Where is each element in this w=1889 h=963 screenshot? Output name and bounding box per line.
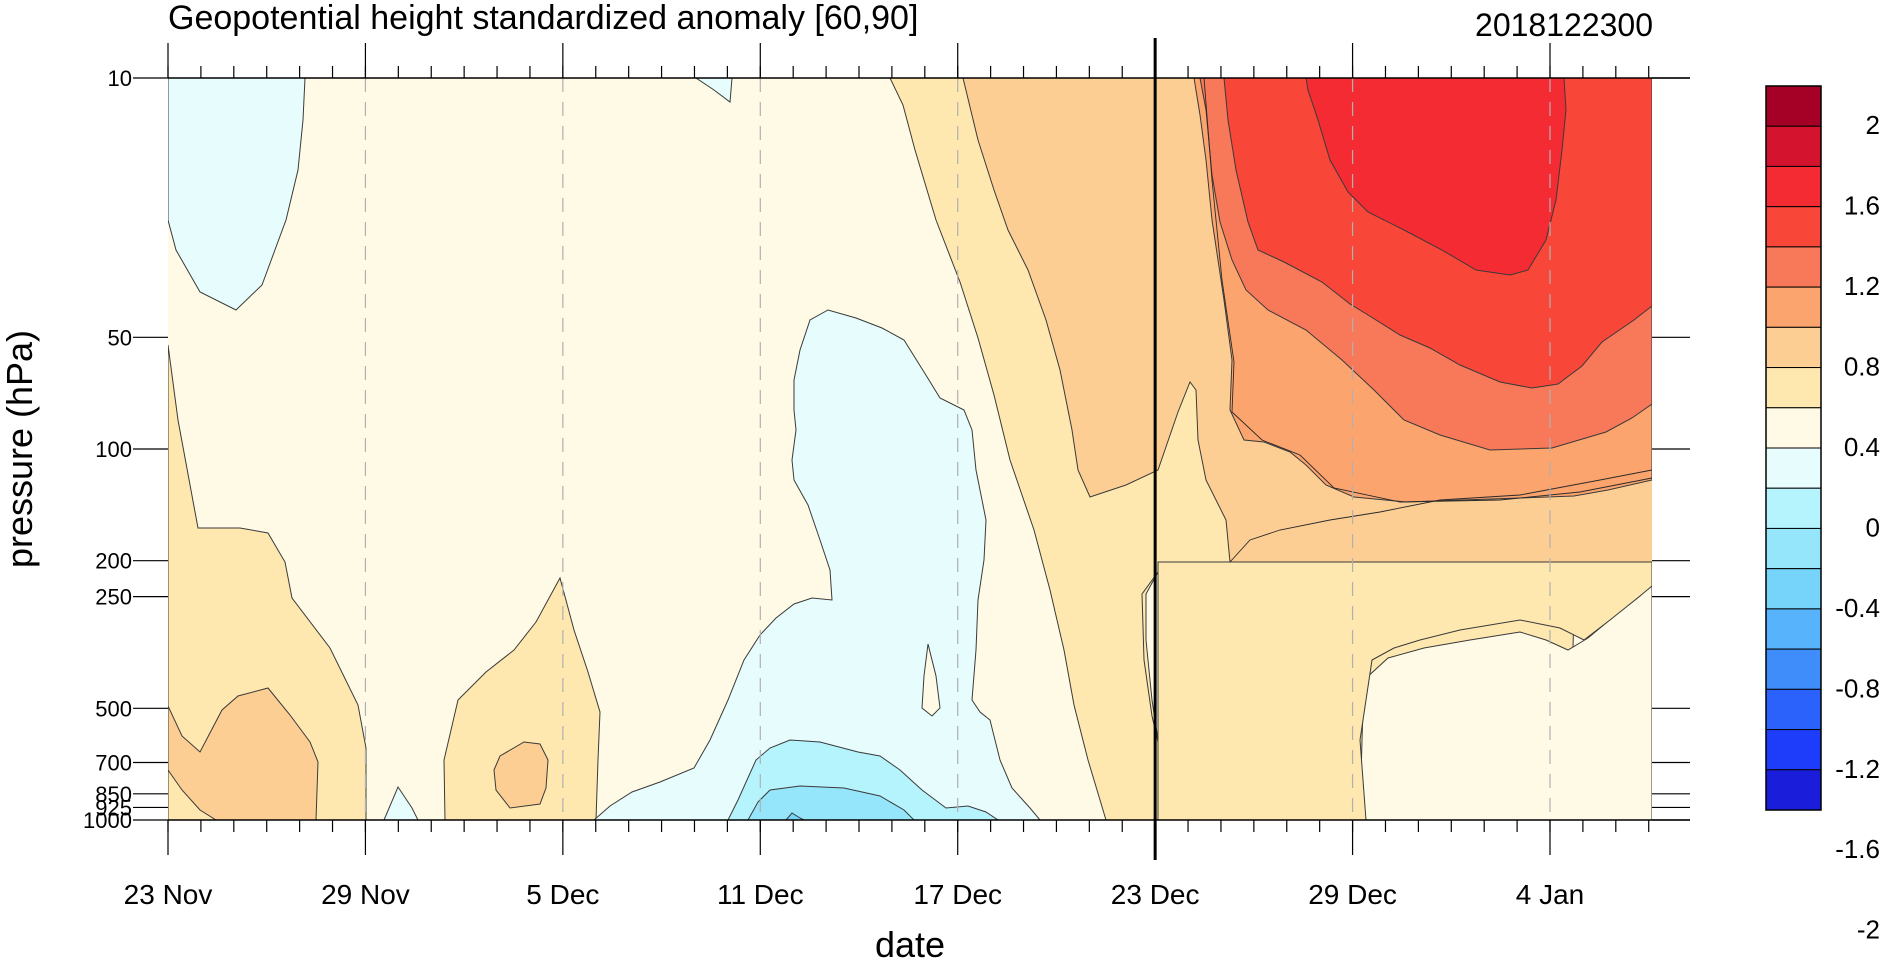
colorbar-swatch xyxy=(1765,769,1822,811)
date-grid-lines xyxy=(364,78,1551,820)
y-tick-label: 700 xyxy=(95,751,132,776)
colorbar-swatch xyxy=(1765,246,1822,288)
fill-neg-0.4-0-bottomleft xyxy=(383,785,419,820)
y-ticks xyxy=(133,77,1690,821)
colorbar-label: -2 xyxy=(1857,915,1880,945)
y-tick-label: 500 xyxy=(95,696,132,721)
colorbar-label: -0.4 xyxy=(1835,593,1880,623)
fill-neg-1.2-0.8 xyxy=(747,785,915,820)
fill-0.8-1.2-middle xyxy=(493,741,549,809)
colorbar-labels: 2 1.6 1.2 0.8 0.4 0 -0.4 -0.8 -1.2 -1.6 -2 xyxy=(1835,110,1880,944)
fill-neg-0.4-0-top xyxy=(695,78,733,103)
colorbar-swatch xyxy=(1765,206,1822,248)
colorbar-swatch xyxy=(1765,608,1822,650)
y-tick-label: 1000 xyxy=(83,808,132,833)
colorbar xyxy=(1765,85,1822,811)
colorbar-label: 0 xyxy=(1866,512,1880,542)
y-tick-label: 850 xyxy=(95,782,132,807)
colorbar-swatch xyxy=(1765,125,1822,167)
x-axis-label: date xyxy=(875,924,945,963)
colorbar-swatch xyxy=(1765,85,1822,127)
fill-neg-1.6-1.2 xyxy=(785,812,805,820)
x-tick-label: 5 Dec xyxy=(526,879,599,910)
x-tick-label: 23 Dec xyxy=(1111,879,1200,910)
y-axis-label: pressure (hPa) xyxy=(0,330,40,568)
colorbar-frame xyxy=(1765,85,1822,811)
contour-line-2 xyxy=(1203,78,1652,503)
fill-over-2.4 xyxy=(1305,78,1567,276)
colorbar-swatch xyxy=(1765,165,1822,208)
colorbar-swatch xyxy=(1765,367,1822,409)
fill-0.4-0.8-sliver xyxy=(1157,561,1652,820)
y-tick-label: 100 xyxy=(95,437,132,462)
colorbar-swatch xyxy=(1765,568,1822,610)
colorbar-label: -1.6 xyxy=(1835,834,1880,864)
contour-fills xyxy=(168,78,1652,820)
contour-lines xyxy=(1203,78,1652,563)
colorbar-label: 0.8 xyxy=(1844,352,1880,382)
colorbar-swatch xyxy=(1765,286,1822,328)
x-tick-label: 4 Jan xyxy=(1516,879,1585,910)
colorbar-swatch xyxy=(1765,729,1822,771)
colorbar-swatch xyxy=(1765,487,1822,529)
analysis-date-label: 2018122300 xyxy=(1475,7,1653,43)
x-tick-labels: 23 Nov 29 Nov 5 Dec 11 Dec 17 Dec 23 Dec 29 De… xyxy=(124,879,1585,910)
x-ticks xyxy=(167,43,1650,855)
fill-neg-0.4-0-topleft xyxy=(168,78,306,311)
colorbar-swatch xyxy=(1765,688,1822,731)
colorbar-swatch xyxy=(1765,407,1822,449)
fill-0.8-1.2-left xyxy=(168,687,319,820)
x-tick-label: 11 Dec xyxy=(717,879,804,910)
y-tick-label: 925 xyxy=(95,795,132,820)
x-tick-label: 29 Nov xyxy=(321,879,410,910)
y-tick-label: 10 xyxy=(108,66,132,91)
fill-0.4-0.8-middle xyxy=(443,576,601,820)
colorbar-swatch xyxy=(1765,326,1822,369)
contour-line-1 xyxy=(1229,469,1652,563)
y-tick-label: 200 xyxy=(95,549,132,574)
colorbar-label: -1.2 xyxy=(1835,754,1880,784)
x-tick-label: 23 Nov xyxy=(124,879,213,910)
y-tick-label: 250 xyxy=(95,585,132,610)
colorbar-swatch xyxy=(1765,648,1822,690)
y-tick-label: 50 xyxy=(108,325,132,350)
plot-frame xyxy=(168,77,1690,821)
colorbar-swatch xyxy=(1765,527,1822,570)
chart-title: Geopotential height standardized anomaly… xyxy=(168,0,918,37)
x-tick-label: 29 Dec xyxy=(1308,879,1397,910)
fill-neg-0.4-0-hole xyxy=(921,643,941,717)
fill-0.4-0.8-left xyxy=(168,344,367,820)
x-tick-label: 17 Dec xyxy=(913,879,1002,910)
colorbar-label: 0.4 xyxy=(1844,432,1880,462)
colorbar-label: 1.6 xyxy=(1844,191,1880,221)
colorbar-label: 2 xyxy=(1866,110,1880,140)
colorbar-label: 1.2 xyxy=(1844,271,1880,301)
colorbar-swatch xyxy=(1765,447,1822,489)
colorbar-label: -0.8 xyxy=(1835,673,1880,703)
